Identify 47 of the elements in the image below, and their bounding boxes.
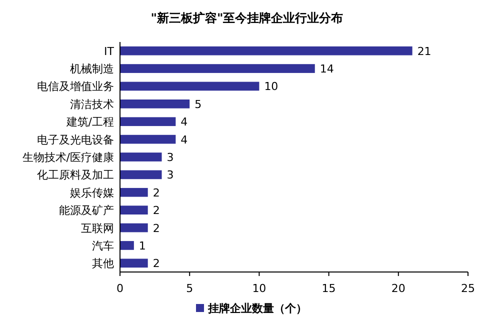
bar: [120, 170, 162, 180]
y-tick-label: 电信及增值业务: [37, 80, 114, 94]
bar: [120, 117, 176, 126]
x-tick-label: 5: [186, 282, 194, 295]
data-label: 5: [194, 98, 202, 111]
data-label: 10: [264, 80, 278, 94]
bar: [120, 64, 315, 73]
x-tick-label: 25: [461, 282, 475, 295]
data-label: 3: [166, 168, 174, 182]
data-label: 2: [152, 257, 160, 270]
data-label: 2: [152, 186, 160, 200]
bar: [120, 152, 162, 162]
y-tick-label: 互联网: [81, 222, 114, 235]
data-label: 2: [152, 222, 160, 235]
y-tick-label: 建筑/工程: [65, 116, 114, 129]
data-label: 21: [417, 44, 432, 58]
data-label: 14: [320, 62, 334, 76]
x-tick-label: 10: [252, 282, 266, 295]
y-tick-label: 其他: [92, 257, 114, 270]
data-label: 2: [152, 204, 160, 218]
y-tick-label: 清洁技术: [70, 98, 114, 111]
data-label: 4: [180, 133, 188, 146]
bar: [120, 206, 148, 214]
data-label: 4: [180, 116, 188, 129]
y-tick-label: 机械制造: [70, 62, 114, 76]
bar: [120, 46, 412, 56]
y-tick-label: 化工原料及加工: [37, 168, 114, 182]
y-tick-label: 汽车: [92, 239, 114, 252]
bar: [120, 258, 148, 268]
y-tick-label: 娱乐传媒: [70, 186, 114, 200]
bar: [120, 223, 148, 232]
x-tick-label: 15: [322, 282, 336, 295]
data-label: 1: [138, 239, 146, 252]
y-tick-label: 能源及矿产: [59, 204, 114, 218]
chart-title: "新三板扩容"至今挂牌企业行业分布: [150, 11, 344, 25]
y-tick-label: IT: [104, 44, 114, 58]
legend-label: 挂牌企业数量（个）: [207, 302, 307, 315]
x-tick-label: 20: [391, 282, 406, 295]
y-tick-label: 电子及光电设备: [37, 133, 114, 146]
bar: [120, 134, 176, 144]
bar: [120, 241, 134, 250]
bar: [120, 82, 260, 91]
y-tick-label: 生物技术/医疗健康: [22, 151, 114, 164]
x-tick-label: 0: [116, 282, 124, 295]
bar: [120, 100, 190, 108]
bar: [120, 188, 148, 197]
data-label: 3: [166, 151, 174, 164]
